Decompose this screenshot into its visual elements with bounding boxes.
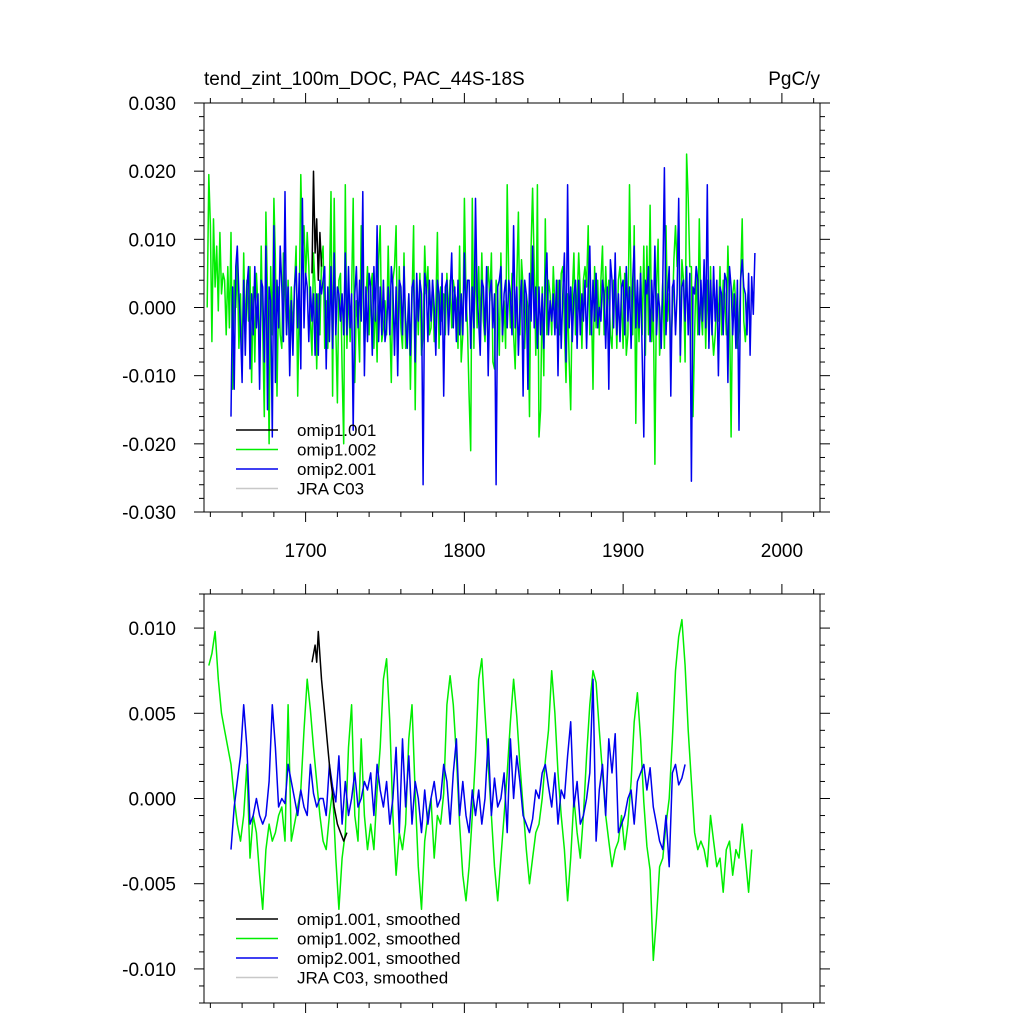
- y-tick-label: 0.000: [128, 790, 176, 811]
- series-line-2: [230, 167, 756, 486]
- chart-units: PgC/y: [768, 69, 820, 90]
- top-panel-ticks: [194, 93, 830, 522]
- y-tick-label: -0.030: [122, 503, 176, 524]
- top-panel-tick-labels: 1700 1800 1900 2000 -0.030 -0.020 -0.010 0.000 0…: [122, 94, 803, 562]
- legend-label: omip2.001, smoothed: [297, 949, 461, 968]
- x-tick-label: 2000: [761, 541, 803, 562]
- series-line-2: [230, 678, 686, 868]
- bottom-panel-tick-labels: -0.010 -0.005 0.000 0.005 0.010: [122, 619, 176, 981]
- legend-label: omip1.002: [297, 441, 376, 460]
- x-tick-label: 1700: [284, 541, 326, 562]
- legend-label: omip1.002, smoothed: [297, 930, 461, 949]
- bottom-panel-series: [208, 618, 753, 962]
- series-line-0: [311, 170, 323, 281]
- y-tick-label: -0.005: [122, 875, 176, 896]
- y-tick-label: -0.020: [122, 435, 176, 456]
- bottom-panel-ticks: [194, 584, 830, 1013]
- y-tick-label: -0.010: [122, 367, 176, 388]
- top-panel-series: [206, 153, 756, 486]
- y-tick-label: 0.010: [128, 230, 176, 251]
- y-tick-label: 0.010: [128, 619, 176, 640]
- y-tick-label: 0.005: [128, 704, 176, 725]
- legend-label: JRA C03: [297, 480, 364, 499]
- series-line-0: [311, 630, 348, 842]
- y-tick-label: 0.030: [128, 94, 176, 115]
- legend-label: omip1.001: [297, 421, 376, 440]
- legend-label: omip2.001: [297, 460, 376, 479]
- y-tick-label: 0.020: [128, 162, 176, 183]
- y-tick-label: 0.000: [128, 299, 176, 320]
- top-panel: 1700 1800 1900 2000 -0.030 -0.020 -0.010 0.000 0…: [122, 93, 830, 562]
- bottom-panel: -0.010 -0.005 0.000 0.005 0.010 omip1.001, s…: [122, 584, 830, 1013]
- legend-label: omip1.001, smoothed: [297, 910, 461, 929]
- x-tick-label: 1800: [443, 541, 485, 562]
- x-tick-label: 1900: [602, 541, 644, 562]
- legend-label: JRA C03, smoothed: [297, 969, 448, 988]
- chart-title: tend_zint_100m_DOC, PAC_44S-18S: [204, 69, 525, 90]
- series-line-1: [208, 618, 753, 962]
- y-tick-label: -0.010: [122, 960, 176, 981]
